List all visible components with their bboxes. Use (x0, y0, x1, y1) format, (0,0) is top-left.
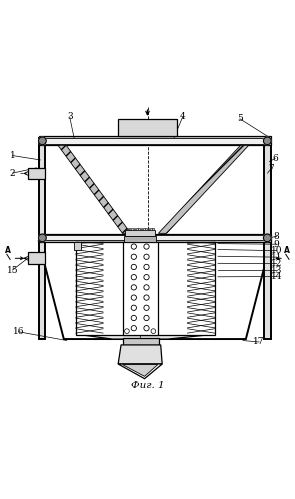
Text: 9: 9 (274, 240, 280, 249)
Circle shape (131, 285, 137, 290)
Circle shape (131, 264, 137, 269)
Text: 1: 1 (9, 151, 15, 160)
Text: 6: 6 (272, 154, 278, 163)
Circle shape (39, 137, 46, 145)
Bar (145, 228, 147, 230)
Polygon shape (118, 345, 162, 364)
Circle shape (131, 295, 137, 300)
Polygon shape (39, 242, 271, 339)
Bar (39, 234, 271, 242)
Text: 16: 16 (13, 327, 24, 336)
Text: 5: 5 (237, 114, 243, 123)
Bar (118, 119, 177, 136)
Bar (129, 228, 130, 230)
Text: 17: 17 (253, 337, 265, 346)
Text: 15: 15 (6, 265, 18, 274)
Bar (148, 228, 149, 230)
Bar (127, 228, 128, 230)
Text: 3: 3 (67, 112, 73, 121)
Bar (74, 242, 81, 250)
Bar (124, 236, 156, 242)
Text: 4: 4 (180, 112, 186, 121)
Bar (122, 242, 158, 335)
Circle shape (144, 285, 149, 290)
Bar (122, 338, 159, 345)
Bar (28, 252, 45, 264)
Bar (125, 230, 155, 236)
Bar (45, 236, 264, 241)
Bar (39, 138, 45, 339)
Bar (131, 228, 133, 230)
Circle shape (39, 234, 46, 242)
Bar (153, 228, 154, 230)
Polygon shape (122, 365, 158, 376)
Text: 13: 13 (271, 265, 282, 274)
Polygon shape (58, 145, 131, 234)
Circle shape (144, 305, 149, 310)
Polygon shape (118, 364, 162, 379)
Circle shape (124, 329, 129, 333)
Circle shape (144, 244, 149, 249)
Bar (150, 228, 152, 230)
Bar (45, 138, 264, 144)
Polygon shape (158, 145, 249, 234)
Circle shape (144, 274, 149, 280)
Circle shape (131, 305, 137, 310)
Circle shape (131, 274, 137, 280)
Text: 11: 11 (271, 252, 282, 261)
Circle shape (131, 244, 137, 249)
Bar (136, 228, 137, 230)
Bar (76, 242, 215, 335)
Text: A: A (284, 247, 290, 255)
Text: 8: 8 (274, 232, 280, 241)
Text: 2: 2 (10, 169, 15, 178)
Polygon shape (80, 335, 211, 339)
Circle shape (144, 254, 149, 259)
Bar (143, 228, 145, 230)
Circle shape (131, 315, 137, 321)
Circle shape (131, 254, 137, 259)
Bar (39, 136, 271, 145)
Text: 14: 14 (271, 272, 282, 281)
Bar (28, 168, 45, 179)
Circle shape (151, 329, 156, 333)
Circle shape (263, 137, 271, 145)
Circle shape (144, 315, 149, 321)
Text: A: A (5, 247, 11, 255)
Circle shape (144, 295, 149, 300)
Bar (138, 228, 140, 230)
Bar (264, 138, 271, 339)
Text: Фиг. 1: Фиг. 1 (131, 381, 164, 390)
Circle shape (144, 264, 149, 269)
Bar (134, 228, 135, 230)
Text: 12: 12 (271, 259, 282, 268)
Text: 10: 10 (271, 246, 282, 255)
Circle shape (131, 325, 137, 331)
Circle shape (263, 234, 271, 242)
Circle shape (144, 325, 149, 331)
Text: 7: 7 (268, 164, 274, 173)
Bar (141, 228, 142, 230)
